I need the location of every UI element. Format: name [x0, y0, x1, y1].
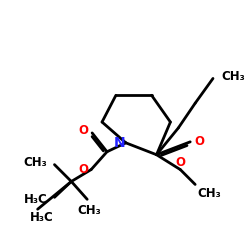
Text: O: O — [175, 156, 185, 168]
Text: O: O — [78, 163, 88, 176]
Text: CH₃: CH₃ — [24, 156, 48, 169]
Text: H₃C: H₃C — [24, 193, 48, 206]
Text: N: N — [114, 136, 126, 150]
Text: O: O — [194, 135, 204, 148]
Text: CH₃: CH₃ — [77, 204, 101, 217]
Text: O: O — [78, 124, 88, 138]
Text: CH₃: CH₃ — [221, 70, 245, 83]
Text: CH₃: CH₃ — [197, 188, 221, 200]
Text: H₃C: H₃C — [30, 211, 54, 224]
